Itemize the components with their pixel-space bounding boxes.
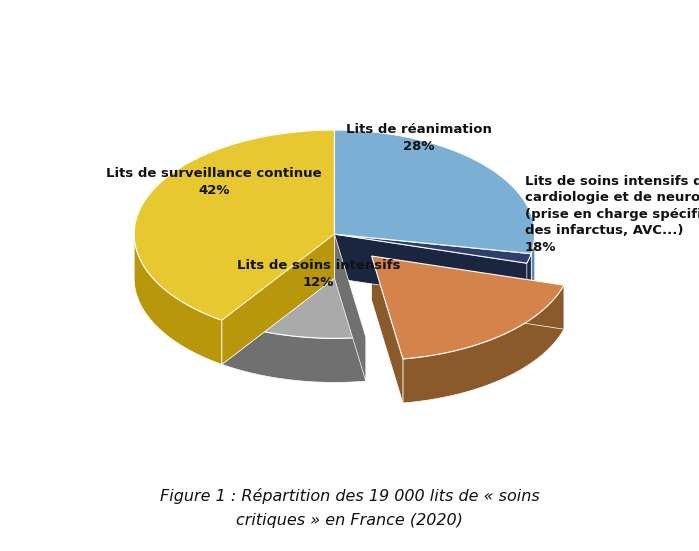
Polygon shape xyxy=(335,130,535,253)
Polygon shape xyxy=(527,253,531,307)
Polygon shape xyxy=(222,234,366,338)
Text: Lits de soins intensifs
12%: Lits de soins intensifs 12% xyxy=(237,260,401,289)
Polygon shape xyxy=(403,285,564,403)
Polygon shape xyxy=(222,234,335,364)
Polygon shape xyxy=(222,320,366,382)
Polygon shape xyxy=(134,130,335,320)
Text: Lits de soins intensifs de
cardiologie et de neurologie
(prise en charge spécifi: Lits de soins intensifs de cardiologie e… xyxy=(525,175,699,253)
Text: Lits de surveillance continue
42%: Lits de surveillance continue 42% xyxy=(106,168,322,197)
Text: critiques » en France (2020): critiques » en France (2020) xyxy=(236,513,463,528)
Polygon shape xyxy=(134,234,222,364)
Polygon shape xyxy=(222,234,335,364)
Polygon shape xyxy=(372,256,403,403)
Polygon shape xyxy=(335,234,527,307)
Polygon shape xyxy=(335,234,531,298)
Polygon shape xyxy=(335,234,531,298)
Polygon shape xyxy=(372,256,564,329)
Polygon shape xyxy=(531,234,535,298)
Text: Lits de réanimation
28%: Lits de réanimation 28% xyxy=(346,123,491,153)
Polygon shape xyxy=(335,234,366,381)
Polygon shape xyxy=(335,234,531,263)
Polygon shape xyxy=(372,256,564,359)
Text: Figure 1 : Répartition des 19 000 lits de « soins: Figure 1 : Répartition des 19 000 lits d… xyxy=(159,488,540,504)
